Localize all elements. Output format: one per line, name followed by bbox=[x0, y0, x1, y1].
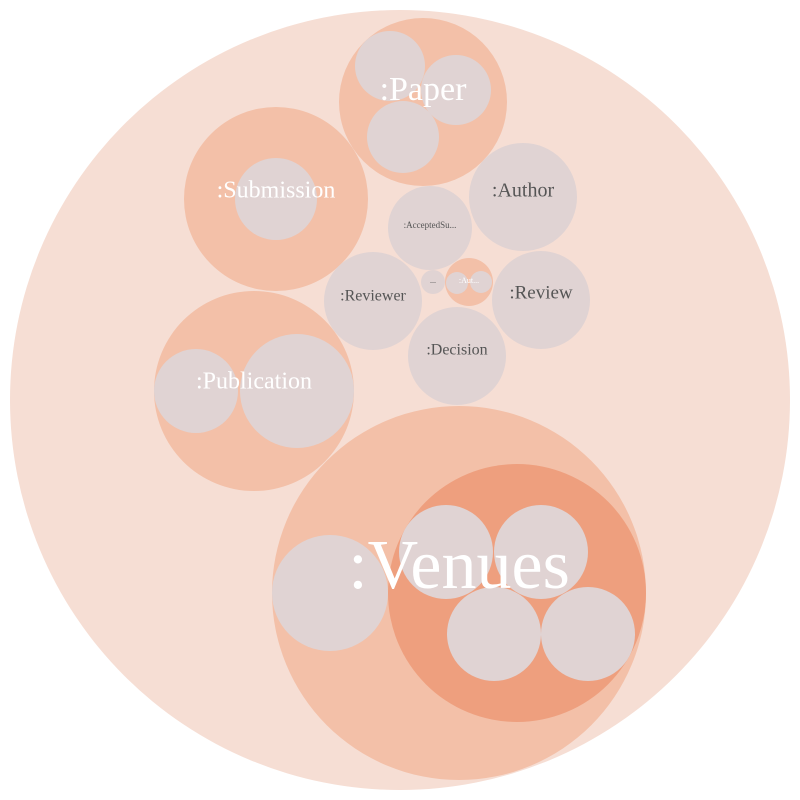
ellipsis-circle[interactable] bbox=[421, 270, 445, 294]
decision-circle[interactable] bbox=[408, 307, 506, 405]
paper-label: :Paper bbox=[380, 71, 468, 108]
accepted-submission-circle[interactable] bbox=[388, 186, 472, 270]
publication-label: :Publication bbox=[196, 369, 312, 395]
venues-leaf-circle[interactable] bbox=[272, 535, 388, 651]
publication-leaf-circle[interactable] bbox=[240, 334, 354, 448]
reviewer-circle[interactable] bbox=[324, 252, 422, 350]
accepted-submission-label: :AcceptedSu... bbox=[404, 220, 457, 230]
paper-leaf-circle[interactable] bbox=[421, 55, 491, 125]
venues-leaf-circle[interactable] bbox=[447, 587, 541, 681]
author-label: :Author bbox=[492, 180, 555, 202]
author-circle[interactable] bbox=[469, 143, 577, 251]
aut-leaf-circle[interactable] bbox=[470, 271, 492, 293]
aut-label: :Aut... bbox=[459, 276, 479, 285]
review-circle[interactable] bbox=[492, 251, 590, 349]
aut-leaf-circle[interactable] bbox=[446, 272, 468, 294]
reviewer-label: :Reviewer bbox=[340, 288, 406, 305]
submission-label: :Submission bbox=[217, 178, 336, 204]
paper-leaf-circle[interactable] bbox=[355, 31, 425, 101]
paper-leaf-circle[interactable] bbox=[367, 101, 439, 173]
venues-leaf-circle[interactable] bbox=[541, 587, 635, 681]
publication-leaf-circle[interactable] bbox=[154, 349, 238, 433]
submission-leaf-circle[interactable] bbox=[235, 158, 317, 240]
decision-label: :Decision bbox=[426, 342, 487, 359]
venues-leaf-circle[interactable] bbox=[399, 505, 493, 599]
ellipsis-label: ... bbox=[430, 276, 436, 285]
venues-leaf-circle[interactable] bbox=[494, 505, 588, 599]
venues-label: :Venues bbox=[348, 527, 570, 604]
review-label: :Review bbox=[509, 282, 573, 303]
